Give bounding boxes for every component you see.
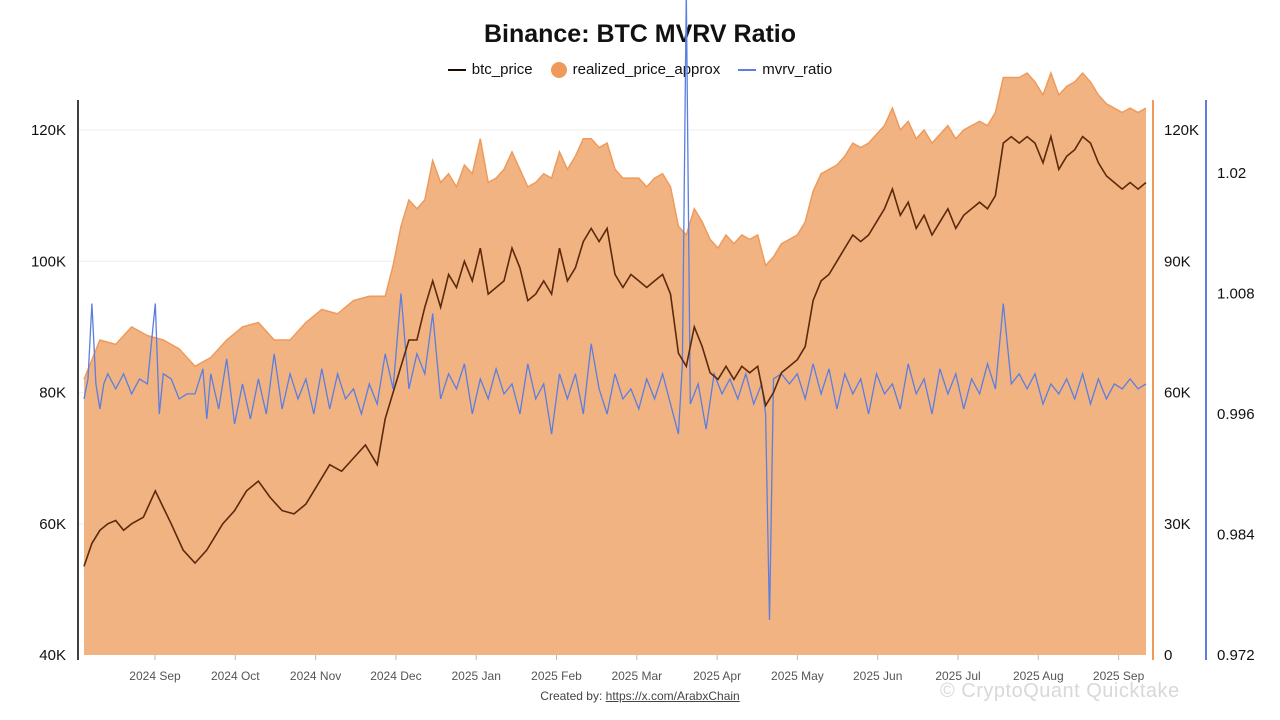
x-tick-label: 2024 Sep [129,669,181,683]
x-tick-label: 2024 Oct [211,669,260,683]
legend: btc_price realized_price_approx mvrv_rat… [0,61,1280,78]
x-tick-label: 2025 Jul [935,669,980,683]
y-right-realized-tick-label: 0 [1164,647,1172,664]
legend-item-btc-price[interactable]: btc_price [447,61,533,78]
y-right-realized-tick-label: 90K [1164,253,1191,270]
y-left-tick-label: 40K [39,647,66,664]
y-right-mvrv-tick-label: 0.996 [1217,406,1255,423]
x-tick-label: 2025 May [771,669,824,683]
realized-price-line [83,70,1147,380]
footer-prefix: Created by: [540,689,606,703]
watermark: © CryptoQuant Quicktake [940,680,1180,702]
x-tick-label: 2025 Sep [1093,669,1145,683]
y-right-realized-tick-label: 30K [1164,516,1191,533]
y-right-mvrv-tick-label: 1.02 [1217,165,1246,182]
mvrv-ratio-line [83,0,1147,620]
btc-price-line [83,133,1147,567]
y-right-mvrv-tick-label: 0.972 [1217,647,1255,664]
y-left-tick-label: 120K [31,122,66,139]
y-right-mvrv-tick-label: 1.008 [1217,286,1255,303]
x-tick-label: 2025 Apr [693,669,741,683]
legend-item-realized-price[interactable]: realized_price_approx [550,61,721,78]
legend-item-mvrv-ratio[interactable]: mvrv_ratio [738,61,832,78]
x-tick-label: 2024 Nov [290,669,341,683]
legend-label-mvrv-ratio: mvrv_ratio [762,61,833,78]
y-right-realized-tick-label: 120K [1164,122,1199,139]
legend-swatch-realized-price [550,61,567,78]
x-tick-label: 2025 Jan [452,669,501,683]
legend-label-btc-price: btc_price [471,61,533,78]
x-tick-label: 2024 Dec [370,669,421,683]
legend-swatch-btc-price [447,68,466,71]
y-right-realized-tick-label: 60K [1164,385,1191,402]
footer-link[interactable]: https://x.com/ArabxChain [605,689,740,703]
x-tick-label: 2025 Jun [853,669,902,683]
y-left-tick-label: 60K [39,516,66,533]
chart-title: Binance: BTC MVRV Ratio [483,20,797,48]
footer: Created by: https://x.com/ArabxChain [0,689,1280,703]
x-tick-label: 2025 Feb [531,669,582,683]
y-left-tick-label: 100K [31,253,66,270]
y-left-tick-label: 80K [39,385,66,402]
legend-label-realized-price: realized_price_approx [572,61,721,78]
realized-price-area [84,73,1146,656]
legend-swatch-mvrv-ratio [738,68,757,71]
x-tick-label: 2025 Mar [611,669,662,683]
x-tick-label: 2025 Aug [1013,669,1064,683]
y-right-mvrv-tick-label: 0.984 [1217,527,1255,544]
